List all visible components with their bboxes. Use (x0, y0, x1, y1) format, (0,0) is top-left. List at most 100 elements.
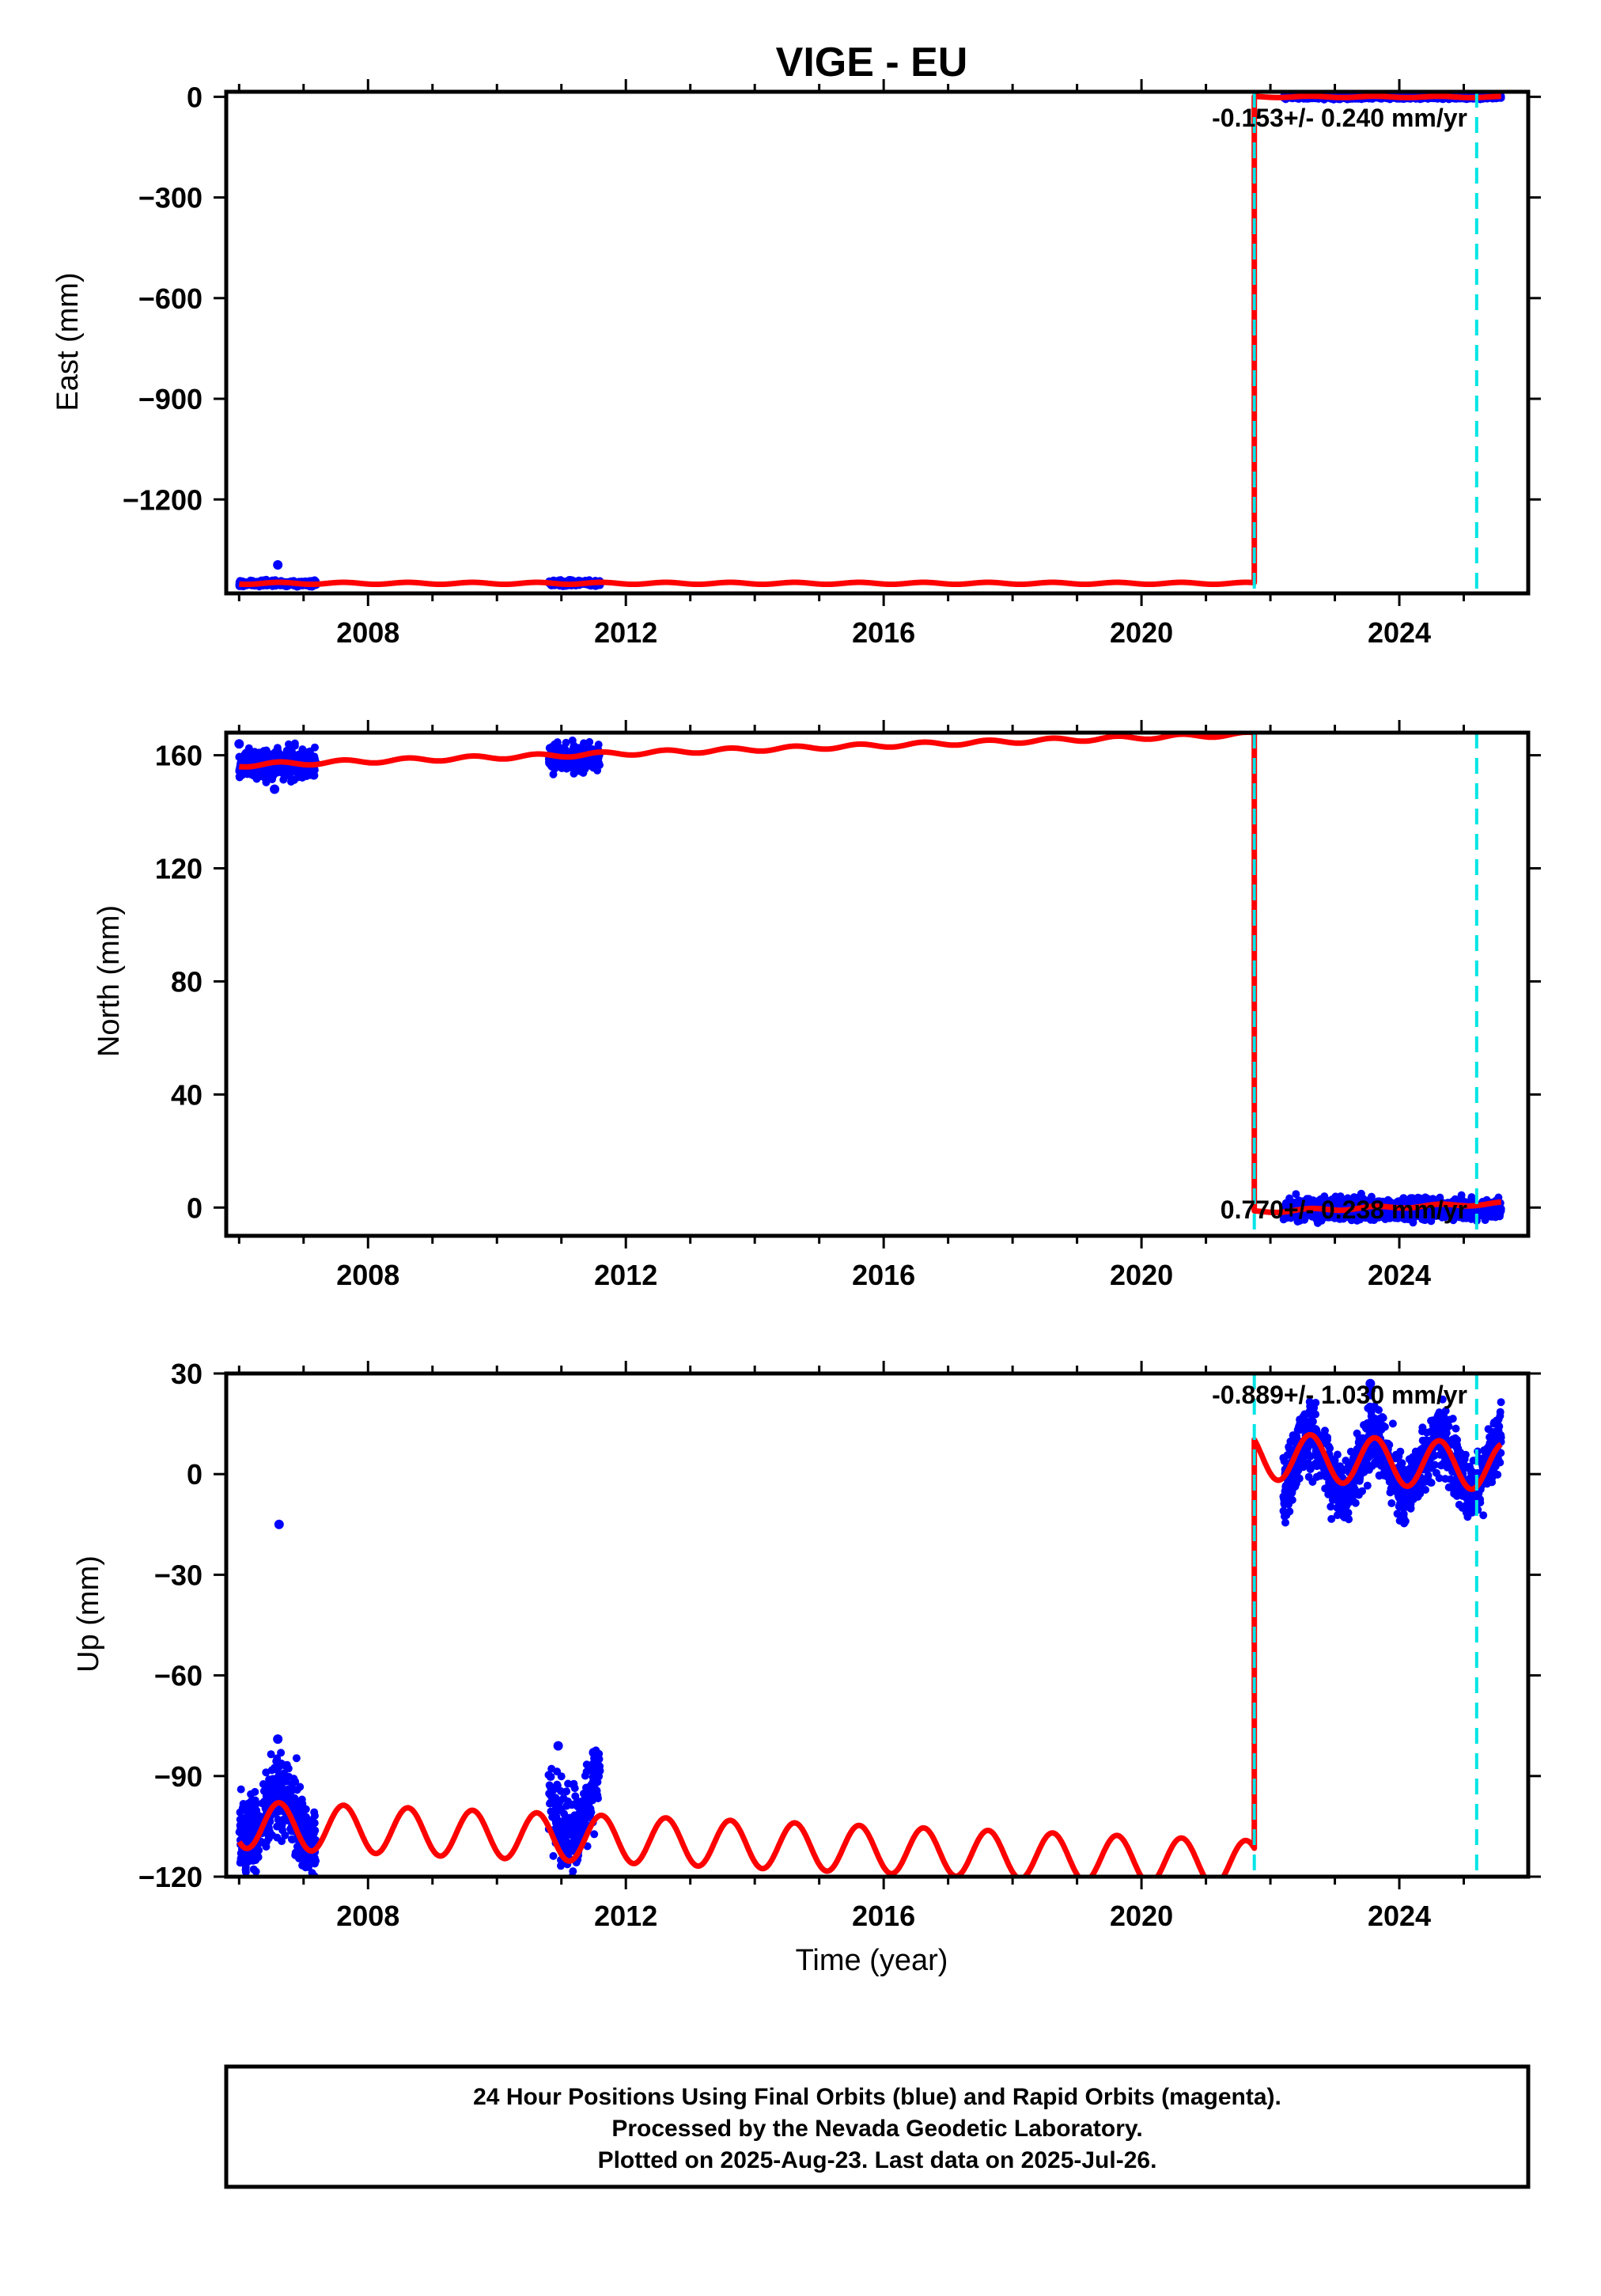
north-xtick-label: 2020 (1110, 1259, 1173, 1291)
up-point (570, 1784, 579, 1793)
up-point (564, 1779, 573, 1788)
east-xtick-label: 2012 (594, 616, 657, 649)
time-axis-label: Time (year) (796, 1944, 948, 1977)
up-point (277, 1749, 286, 1757)
up-point (544, 1771, 553, 1779)
up-point (1388, 1419, 1397, 1428)
up-point (571, 1833, 580, 1842)
up-point (1281, 1518, 1289, 1527)
north-xtick-label: 2012 (594, 1259, 657, 1291)
up-point (301, 1822, 309, 1831)
up-outlier-point (273, 1734, 283, 1745)
up-point (1451, 1424, 1460, 1433)
up-point (550, 1811, 558, 1820)
up-point (267, 1750, 275, 1759)
up-point (241, 1862, 250, 1871)
north-point (259, 769, 267, 778)
north-point (287, 778, 295, 786)
east-ytick-label: −900 (138, 383, 202, 415)
up-point (584, 1809, 592, 1818)
up-point (573, 1802, 582, 1811)
up-outlier-point (553, 1741, 563, 1751)
up-point (249, 1856, 257, 1865)
up-point (285, 1772, 293, 1781)
north-point (309, 771, 318, 780)
north-axis-label: North (mm) (93, 905, 126, 1057)
up-point (301, 1858, 309, 1866)
up-outlier-point (274, 1519, 284, 1529)
north-point (585, 737, 594, 746)
up-axis-label: Up (mm) (72, 1555, 105, 1673)
up-point (556, 1806, 565, 1815)
north-frame (224, 730, 1531, 1238)
east-frame (224, 89, 1531, 596)
up-point (237, 1785, 245, 1794)
east-rate-label: -0.153+/- 0.240 mm/yr (1212, 104, 1467, 132)
up-point (1432, 1468, 1440, 1477)
up-point (569, 1867, 577, 1876)
up-point (269, 1775, 277, 1783)
up-point (549, 1851, 558, 1860)
up-point (251, 1787, 259, 1796)
up-point (590, 1830, 599, 1839)
north-point (244, 744, 253, 752)
up-point (547, 1791, 555, 1800)
figure-title: VIGE - EU (776, 40, 968, 85)
east-xtick-label: 2020 (1110, 616, 1173, 649)
up-point (581, 1771, 589, 1780)
up-point (272, 1757, 281, 1765)
north-xtick-label: 2024 (1368, 1259, 1431, 1291)
up-panel: Up (mm) Time (year) 300−30−60−90−1202008… (72, 1358, 1541, 1977)
north-point (571, 767, 580, 776)
north-point (549, 770, 558, 779)
up-point (239, 1831, 248, 1839)
up-point (292, 1799, 300, 1808)
east-xtick-label: 2024 (1368, 616, 1431, 649)
north-point (570, 744, 577, 752)
up-point (255, 1846, 263, 1855)
up-point (292, 1754, 301, 1763)
up-point (288, 1836, 297, 1844)
east-model-line (237, 93, 1504, 587)
east-axis-label: East (mm) (51, 272, 85, 411)
up-point (568, 1825, 577, 1834)
up-point (557, 1786, 565, 1795)
up-point (291, 1777, 300, 1786)
up-point (562, 1879, 570, 1887)
up-point (245, 1814, 254, 1823)
up-plot-area (235, 1378, 1505, 1887)
up-point (571, 1792, 580, 1801)
up-point (281, 1831, 290, 1839)
north-ytick-label: 0 (187, 1192, 202, 1224)
up-point (310, 1808, 319, 1817)
east-ytick-label: 0 (187, 81, 202, 113)
north-point (1485, 1207, 1493, 1216)
north-point (275, 749, 284, 758)
east-plot-area (235, 92, 1505, 591)
north-xtick-label: 2008 (336, 1259, 399, 1291)
up-point (267, 1783, 276, 1792)
east-ytick-label: −600 (138, 282, 202, 315)
up-point (1308, 1478, 1317, 1486)
north-point (236, 752, 244, 761)
north-point (290, 739, 299, 748)
up-point (1321, 1426, 1329, 1435)
up-outlier-point (589, 1748, 599, 1758)
north-ytick-label: 160 (155, 740, 202, 772)
up-point (247, 1797, 255, 1805)
east-outlier-point (273, 559, 283, 570)
north-ytick-label: 80 (171, 965, 202, 998)
north-point (568, 736, 577, 744)
up-point (278, 1786, 286, 1794)
up-point (247, 1805, 255, 1813)
up-point (546, 1798, 554, 1807)
north-outlier-point (270, 784, 280, 794)
north-point (257, 751, 266, 760)
up-point (252, 1867, 260, 1876)
north-plot-area (234, 733, 1505, 1227)
up-point (236, 1815, 244, 1824)
up-point (545, 1781, 554, 1790)
